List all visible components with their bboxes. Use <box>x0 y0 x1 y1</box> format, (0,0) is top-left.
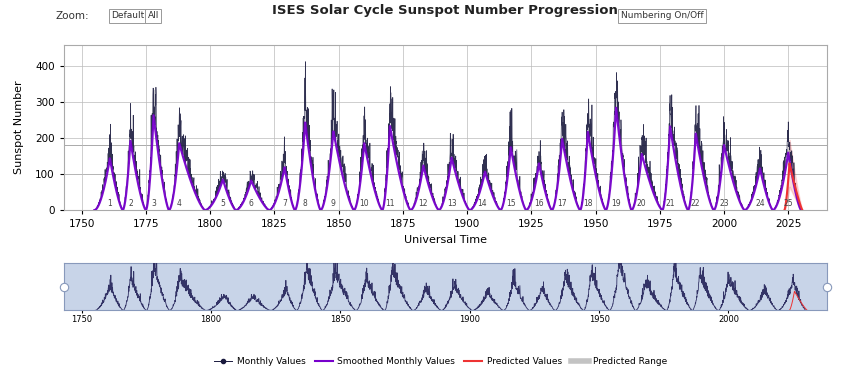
Text: Numbering On/Off: Numbering On/Off <box>621 12 703 21</box>
Text: 9: 9 <box>331 199 336 208</box>
Text: All: All <box>148 12 159 21</box>
X-axis label: Universal Time: Universal Time <box>404 235 487 245</box>
Text: 23: 23 <box>719 199 728 208</box>
Y-axis label: Sunspot Number: Sunspot Number <box>14 81 24 174</box>
Text: 20: 20 <box>637 199 646 208</box>
Text: 12: 12 <box>419 199 428 208</box>
Text: 8: 8 <box>303 199 308 208</box>
Text: 25: 25 <box>784 199 793 208</box>
Text: 21: 21 <box>666 199 675 208</box>
Text: 6: 6 <box>248 199 254 208</box>
Text: 22: 22 <box>691 199 700 208</box>
Text: Zoom:: Zoom: <box>56 11 90 21</box>
Text: 2: 2 <box>128 199 133 208</box>
Text: 4: 4 <box>176 199 181 208</box>
Text: 15: 15 <box>506 199 516 208</box>
Text: 11: 11 <box>385 199 394 208</box>
Legend: Monthly Values, Smoothed Monthly Values, Predicted Values, Predicted Range: Monthly Values, Smoothed Monthly Values,… <box>210 353 672 370</box>
Text: 24: 24 <box>756 199 765 208</box>
Text: 10: 10 <box>360 199 369 208</box>
Text: 16: 16 <box>534 199 544 208</box>
Text: 5: 5 <box>220 199 226 208</box>
Text: 13: 13 <box>447 199 456 208</box>
Text: 3: 3 <box>151 199 156 208</box>
Text: 17: 17 <box>557 199 567 208</box>
Text: 19: 19 <box>611 199 621 208</box>
Title: ISES Solar Cycle Sunspot Number Progression: ISES Solar Cycle Sunspot Number Progress… <box>272 4 618 17</box>
Text: 14: 14 <box>477 199 488 208</box>
Text: 18: 18 <box>583 199 593 208</box>
Text: Default: Default <box>111 12 144 21</box>
Text: 7: 7 <box>282 199 287 208</box>
Text: 1: 1 <box>108 199 112 208</box>
